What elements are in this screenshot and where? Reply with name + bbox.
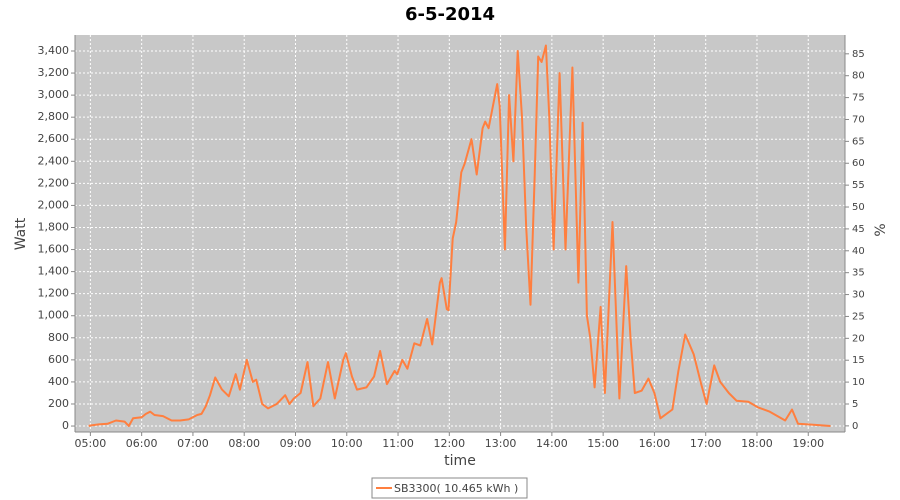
y2-tick-label: 10: [852, 377, 865, 388]
y-tick-label: 3,200: [38, 66, 70, 79]
x-axis-label: time: [444, 453, 476, 469]
y2-tick-label: 35: [852, 268, 865, 279]
y-tick-label: 2,000: [38, 198, 70, 211]
x-tick-label: 16:00: [639, 437, 671, 450]
y-tick-label: 1,200: [38, 287, 70, 300]
y2-tick-label: 40: [852, 246, 865, 257]
x-tick-label: 14:00: [536, 437, 568, 450]
series-line: [88, 44, 831, 427]
y2-tick-label: 75: [852, 93, 865, 104]
y2-tick-label: 25: [852, 311, 865, 322]
y-tick-label: 1,400: [38, 265, 70, 278]
y2-tick-label: 65: [852, 136, 865, 147]
y2-axis-label: %: [873, 223, 889, 236]
y2-tick-label: 30: [852, 290, 865, 301]
x-tick-label: 07:00: [177, 437, 209, 450]
y-tick-label: 2,600: [38, 132, 70, 145]
y2-tick-label: 70: [852, 114, 865, 125]
y2-tick-label: 80: [852, 71, 865, 82]
x-tick-label: 12:00: [433, 437, 465, 450]
x-tick-label: 10:00: [331, 437, 363, 450]
y-tick-label: 2,800: [38, 110, 70, 123]
y-tick-label: 400: [48, 375, 69, 388]
x-tick-label: 18:00: [741, 437, 773, 450]
y-tick-label: 600: [48, 353, 69, 366]
x-tick-label: 19:00: [792, 437, 824, 450]
x-tick-label: 05:00: [75, 437, 107, 450]
y-axis-label: Watt: [13, 217, 29, 250]
plot-area: [75, 35, 845, 432]
y-tick-label: 1,800: [38, 220, 70, 233]
y-tick-label: 3,000: [38, 88, 70, 101]
y2-tick-label: 0: [852, 421, 858, 432]
y2-tick-label: 55: [852, 180, 865, 191]
x-tick-label: 06:00: [126, 437, 158, 450]
y-tick-label: 2,200: [38, 176, 70, 189]
y2-tick-label: 20: [852, 333, 865, 344]
y2-tick-label: 45: [852, 224, 865, 235]
legend-label: SB3300( 10.465 kWh ): [394, 482, 518, 495]
x-tick-label: 11:00: [382, 437, 414, 450]
y-tick-label: 3,400: [38, 44, 70, 57]
y-tick-label: 0: [62, 419, 69, 432]
x-tick-label: 09:00: [280, 437, 312, 450]
legend-box: [371, 477, 528, 499]
y2-tick-label: 60: [852, 158, 865, 169]
y2-tick-label: 50: [852, 202, 865, 213]
y-tick-label: 1,600: [38, 243, 70, 256]
y-tick-label: 2,400: [38, 154, 70, 167]
y-tick-label: 200: [48, 397, 69, 410]
grid: [75, 35, 845, 432]
y2-tick-label: 15: [852, 355, 865, 366]
y2-tick-label: 85: [852, 49, 865, 60]
x-tick-label: 13:00: [485, 437, 517, 450]
x-tick-label: 15:00: [587, 437, 619, 450]
y-tick-label: 800: [48, 331, 69, 344]
chart-title: 6-5-2014: [405, 4, 495, 25]
y2-tick-label: 5: [852, 399, 858, 410]
x-tick-label: 08:00: [228, 437, 260, 450]
y-tick-label: 1,000: [38, 309, 70, 322]
x-tick-label: 17:00: [690, 437, 722, 450]
